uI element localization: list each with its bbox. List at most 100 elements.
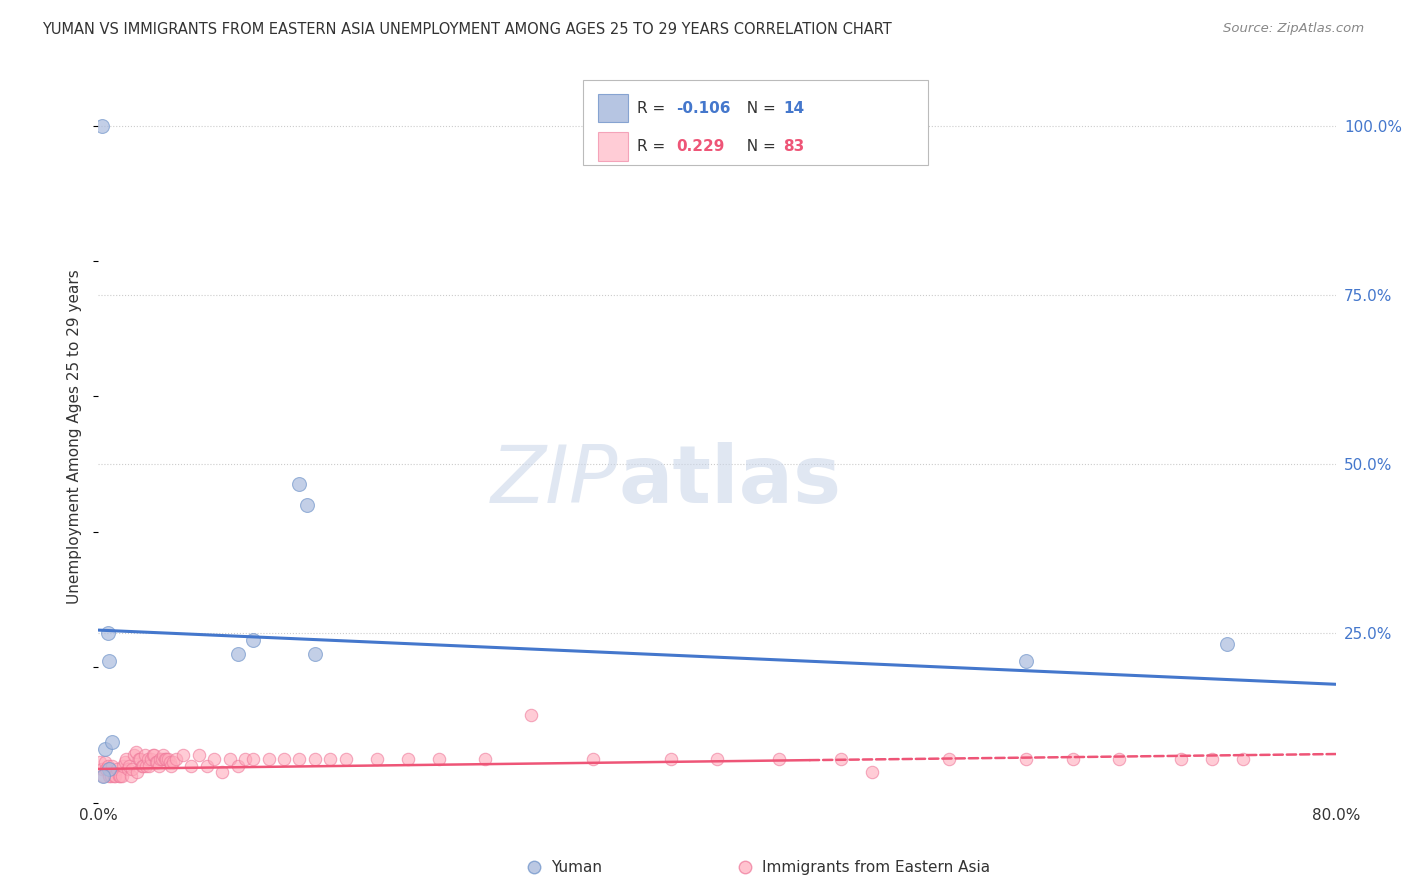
Point bbox=[520, 707, 543, 722]
Point bbox=[768, 752, 790, 766]
Point bbox=[97, 758, 120, 772]
Text: atlas: atlas bbox=[619, 442, 841, 520]
Point bbox=[135, 758, 157, 772]
Point bbox=[98, 654, 121, 668]
Point bbox=[145, 755, 167, 769]
Point bbox=[90, 119, 112, 133]
Point bbox=[257, 752, 280, 766]
Text: 14: 14 bbox=[783, 101, 804, 116]
Point bbox=[98, 762, 121, 776]
Point bbox=[938, 752, 960, 766]
Point bbox=[143, 748, 166, 763]
Point bbox=[1015, 752, 1038, 766]
Point bbox=[155, 752, 177, 766]
Point bbox=[136, 752, 159, 766]
Point bbox=[273, 752, 295, 766]
Point bbox=[582, 752, 605, 766]
Point bbox=[146, 755, 169, 769]
Text: Immigrants from Eastern Asia: Immigrants from Eastern Asia bbox=[762, 860, 990, 874]
Point bbox=[173, 748, 195, 763]
Point bbox=[1108, 752, 1130, 766]
Text: 83: 83 bbox=[783, 139, 804, 153]
Point bbox=[148, 758, 170, 772]
Point bbox=[122, 748, 145, 763]
Point bbox=[830, 752, 852, 766]
Point bbox=[115, 752, 138, 766]
Point bbox=[90, 762, 112, 776]
Point bbox=[131, 758, 153, 772]
Point bbox=[96, 762, 118, 776]
Point bbox=[659, 752, 682, 766]
Point bbox=[134, 748, 156, 763]
Point bbox=[93, 755, 115, 769]
Point bbox=[1201, 752, 1223, 766]
Point bbox=[108, 769, 131, 783]
Point bbox=[103, 769, 125, 783]
Point bbox=[319, 752, 342, 766]
Text: N =: N = bbox=[737, 101, 780, 116]
Point bbox=[1062, 752, 1084, 766]
Point bbox=[149, 752, 172, 766]
Point bbox=[153, 752, 176, 766]
Point bbox=[474, 752, 496, 766]
Text: 0.229: 0.229 bbox=[676, 139, 724, 153]
Point bbox=[211, 765, 233, 780]
Point bbox=[160, 758, 183, 772]
Point bbox=[121, 762, 143, 776]
Point bbox=[89, 755, 111, 769]
Point bbox=[120, 769, 142, 783]
Text: N =: N = bbox=[737, 139, 780, 153]
Point bbox=[114, 755, 136, 769]
Point bbox=[91, 769, 114, 783]
Point bbox=[107, 769, 129, 783]
Point bbox=[127, 765, 149, 780]
Point bbox=[124, 745, 146, 759]
Point bbox=[91, 769, 114, 783]
Point bbox=[117, 762, 139, 776]
Point bbox=[188, 748, 211, 763]
Point bbox=[159, 755, 181, 769]
Point bbox=[366, 752, 388, 766]
Point bbox=[139, 752, 162, 766]
Y-axis label: Unemployment Among Ages 25 to 29 years: Unemployment Among Ages 25 to 29 years bbox=[67, 269, 83, 605]
Point bbox=[142, 748, 165, 763]
Text: YUMAN VS IMMIGRANTS FROM EASTERN ASIA UNEMPLOYMENT AMONG AGES 25 TO 29 YEARS COR: YUMAN VS IMMIGRANTS FROM EASTERN ASIA UN… bbox=[42, 22, 891, 37]
Point bbox=[138, 758, 160, 772]
Point bbox=[226, 758, 249, 772]
Point bbox=[242, 633, 264, 648]
Text: R =: R = bbox=[637, 139, 671, 153]
Point bbox=[288, 752, 311, 766]
Point bbox=[104, 769, 127, 783]
Point bbox=[112, 758, 135, 772]
Point bbox=[101, 758, 124, 772]
Point bbox=[335, 752, 357, 766]
Point bbox=[219, 752, 242, 766]
Point bbox=[304, 752, 326, 766]
Point bbox=[180, 758, 202, 772]
Point bbox=[1015, 654, 1038, 668]
Text: R =: R = bbox=[637, 101, 671, 116]
Text: -0.106: -0.106 bbox=[676, 101, 731, 116]
Point bbox=[165, 752, 187, 766]
Point bbox=[235, 752, 257, 766]
Point bbox=[297, 498, 319, 512]
Point bbox=[162, 755, 184, 769]
Point bbox=[101, 735, 124, 749]
Point bbox=[150, 752, 173, 766]
Point bbox=[129, 752, 152, 766]
Text: Source: ZipAtlas.com: Source: ZipAtlas.com bbox=[1223, 22, 1364, 36]
Text: Yuman: Yuman bbox=[551, 860, 602, 874]
Point bbox=[242, 752, 264, 766]
Point bbox=[204, 752, 226, 766]
Point bbox=[157, 752, 180, 766]
Point bbox=[1216, 637, 1239, 651]
Point bbox=[706, 752, 728, 766]
Point bbox=[100, 769, 122, 783]
Point bbox=[226, 647, 249, 661]
Point bbox=[93, 741, 115, 756]
Point bbox=[195, 758, 218, 772]
Point bbox=[132, 758, 155, 772]
Point bbox=[105, 762, 128, 776]
Point bbox=[97, 626, 120, 640]
Text: ZIP: ZIP bbox=[491, 442, 619, 520]
